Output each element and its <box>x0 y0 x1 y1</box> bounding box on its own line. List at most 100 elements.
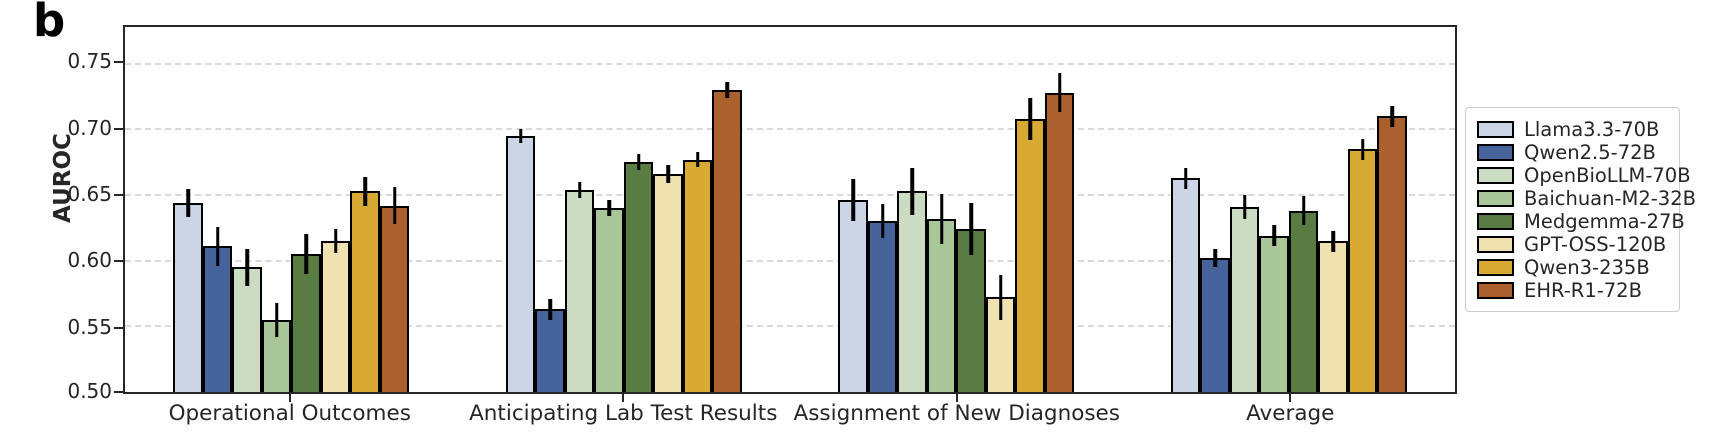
error-bar <box>304 234 308 274</box>
gridline <box>125 259 1455 262</box>
legend-swatch <box>1477 144 1514 161</box>
y-tick-label: 0.75 <box>67 49 112 74</box>
bar <box>535 298 565 392</box>
legend-swatch <box>1477 167 1514 184</box>
gridline <box>125 128 1455 131</box>
x-category-label: Anticipating Lab Test Results <box>469 401 778 426</box>
error-bar <box>969 202 973 256</box>
x-tick-mark <box>622 394 625 402</box>
error-bar <box>1272 225 1276 247</box>
bar <box>564 181 595 392</box>
x-tick-mark <box>955 394 958 402</box>
error-bar <box>274 302 279 337</box>
bar <box>712 82 742 392</box>
y-tick-label: 0.65 <box>67 181 112 206</box>
legend-swatch <box>1477 190 1514 207</box>
error-bar <box>245 248 249 286</box>
error-bar <box>333 229 338 253</box>
y-tick-label: 0.60 <box>67 248 112 273</box>
error-bar <box>1301 196 1306 226</box>
legend-label: Qwen2.5-72B <box>1524 141 1656 164</box>
bar <box>1318 230 1348 392</box>
legend-label: Medgemma-27B <box>1524 210 1685 233</box>
legend-swatch <box>1477 282 1514 299</box>
bar-groups-container <box>125 27 1455 392</box>
bar <box>291 234 321 392</box>
error-bar <box>695 151 700 168</box>
bar <box>1288 196 1319 392</box>
error-bar <box>186 188 190 218</box>
error-bar <box>518 129 523 143</box>
legend-label: OpenBioLLM-70B <box>1524 164 1691 187</box>
bar <box>173 188 203 392</box>
error-bar <box>1213 248 1217 268</box>
legend-item: EHR-R1-72B <box>1477 279 1668 302</box>
error-bar <box>666 164 670 184</box>
legend-swatch <box>1477 213 1514 230</box>
bar <box>261 302 292 392</box>
bar <box>1259 225 1289 392</box>
bar <box>232 248 262 392</box>
error-bar <box>725 82 729 98</box>
bar <box>653 164 683 392</box>
error-bar <box>851 179 855 222</box>
legend-label: Baichuan-M2-32B <box>1524 187 1696 210</box>
legend-label: EHR-R1-72B <box>1524 279 1642 302</box>
legend-label: Qwen3-235B <box>1524 256 1650 279</box>
error-bar <box>1331 230 1335 252</box>
y-tick-label: 0.55 <box>67 314 112 339</box>
error-bar <box>1390 105 1394 127</box>
bar <box>623 154 654 392</box>
error-bar <box>392 187 397 224</box>
legend-item: OpenBioLLM-70B <box>1477 164 1691 187</box>
error-bar <box>939 193 944 244</box>
legend-swatch <box>1477 121 1514 138</box>
x-category-label: Assignment of New Diagnoses <box>793 401 1120 426</box>
panel-label: b <box>33 0 66 47</box>
x-tick-mark <box>288 394 291 402</box>
x-tick-mark <box>1289 394 1292 402</box>
legend-item: Baichuan-M2-32B <box>1477 187 1696 210</box>
y-tick-mark <box>114 193 123 196</box>
legend-item: Llama3.3-70B <box>1477 118 1668 141</box>
y-tick-mark <box>114 61 123 64</box>
bar <box>350 176 380 392</box>
bar-group <box>125 27 458 392</box>
x-category-label: Operational Outcomes <box>168 401 411 426</box>
bar <box>1229 195 1260 392</box>
legend-swatch <box>1477 236 1514 253</box>
bar <box>838 179 868 392</box>
y-axis-title: AUROC <box>49 133 76 223</box>
error-bar <box>1183 167 1188 189</box>
bar <box>682 151 713 392</box>
bar <box>594 200 624 392</box>
gridline <box>125 62 1455 65</box>
legend-label: Llama3.3-70B <box>1524 118 1660 141</box>
bar <box>926 193 957 392</box>
bar <box>1347 138 1378 392</box>
y-tick-mark <box>114 326 123 329</box>
error-bar <box>1028 97 1032 140</box>
error-bar <box>607 200 611 217</box>
error-bar <box>577 181 582 198</box>
legend-swatch <box>1477 259 1514 276</box>
gridline <box>125 325 1455 328</box>
bar <box>1200 248 1230 392</box>
error-bar <box>363 176 367 206</box>
legend-item: GPT-OSS-120B <box>1477 233 1668 256</box>
legend-label: GPT-OSS-120B <box>1524 233 1667 256</box>
bar <box>1044 72 1075 392</box>
y-tick-mark <box>114 391 123 393</box>
plot-area <box>123 25 1457 394</box>
x-category-label: Average <box>1246 401 1335 426</box>
bar <box>202 226 233 392</box>
error-bar <box>1242 195 1247 219</box>
error-bar <box>636 154 641 171</box>
bar <box>985 275 1016 392</box>
error-bar <box>910 167 914 215</box>
bar <box>897 167 927 392</box>
error-bar <box>880 204 885 239</box>
error-bar <box>215 226 220 266</box>
legend-item: Medgemma-27B <box>1477 210 1685 233</box>
bar <box>867 204 898 392</box>
